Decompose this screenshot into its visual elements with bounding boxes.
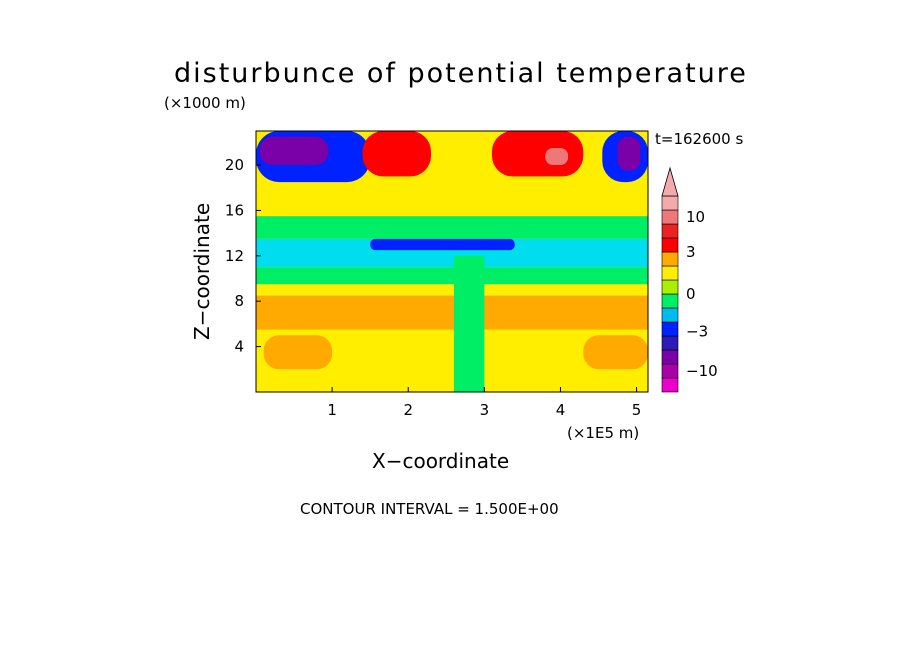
chart-title: disturbunce of potential temperature — [174, 58, 748, 89]
field-region-lower-warm-core-left — [263, 335, 333, 370]
colorbar-segment — [661, 377, 679, 393]
field-region-red-upper-center-right — [491, 131, 584, 177]
contour-interval-label: CONTOUR INTERVAL = 1.500E+00 — [300, 500, 559, 518]
x-scale-label: (×1E5 m) — [567, 424, 640, 442]
x-tick-label: 4 — [556, 401, 566, 419]
x-tick-label: 5 — [632, 401, 642, 419]
time-label: t=162600 s — [655, 130, 744, 148]
colorbar-segment — [661, 237, 679, 253]
plot-area — [256, 131, 648, 392]
x-tick-label: 3 — [480, 401, 490, 419]
y-tick-label: 8 — [234, 292, 244, 310]
field-region-lower-warm — [256, 369, 648, 392]
y-tick-label: 20 — [225, 156, 244, 174]
colorbar-segment — [661, 265, 679, 281]
field-region-red-upper-center-left — [362, 131, 432, 177]
colorbar-tick-label: 0 — [686, 285, 696, 303]
colorbar-segment — [661, 223, 679, 239]
y-tick-label: 12 — [225, 247, 244, 265]
y-tick-label: 4 — [234, 338, 244, 356]
field-region-purple-upper-right — [617, 136, 641, 171]
x-tick-label: 1 — [327, 401, 337, 419]
y-axis-title: Z−coordinate — [190, 202, 214, 340]
y-tick-label: 16 — [225, 201, 244, 219]
colorbar-segment — [661, 307, 679, 323]
colorbar-tick-label: −3 — [686, 322, 708, 340]
field-region-blue-band-center — [370, 238, 515, 251]
y-axis: 4 8 12 16 20 — [225, 156, 261, 356]
field-region-pink-upper-right — [545, 148, 569, 166]
colorbar-extension — [661, 166, 679, 197]
colorbar-segment — [661, 251, 679, 267]
colorbar-tick-label: 10 — [686, 208, 705, 226]
colorbar-segment — [661, 349, 679, 365]
y-scale-label: (×1000 m) — [164, 94, 246, 112]
colorbar: 10 3 0 −3 −10 — [661, 166, 718, 393]
field-region-lower-warm-core-right — [583, 335, 648, 370]
colorbar-segment — [661, 335, 679, 351]
field-region-purple-upper-left — [259, 136, 329, 166]
colorbar-segment — [661, 279, 679, 295]
field-region-green-band — [256, 267, 648, 285]
colorbar-segment — [661, 321, 679, 337]
field-region-green-upper — [256, 216, 648, 239]
x-axis: 1 2 3 4 5 — [327, 387, 641, 419]
field-region-mid-band-orange — [256, 295, 648, 330]
x-axis-title: X−coordinate — [372, 449, 510, 473]
field-region-mid-band-yellow — [256, 284, 648, 296]
colorbar-segment — [661, 363, 679, 379]
colorbar-segment — [661, 209, 679, 225]
field-region-central-wave-column — [453, 255, 485, 392]
colorbar-tick-label: −10 — [686, 362, 718, 380]
field-region-yellow-upper — [256, 176, 648, 217]
colorbar-tick-label: 3 — [686, 243, 696, 261]
x-tick-label: 2 — [403, 401, 413, 419]
colorbar-segment — [661, 293, 679, 309]
colorbar-segment — [661, 195, 679, 211]
plot-frame — [255, 130, 649, 393]
